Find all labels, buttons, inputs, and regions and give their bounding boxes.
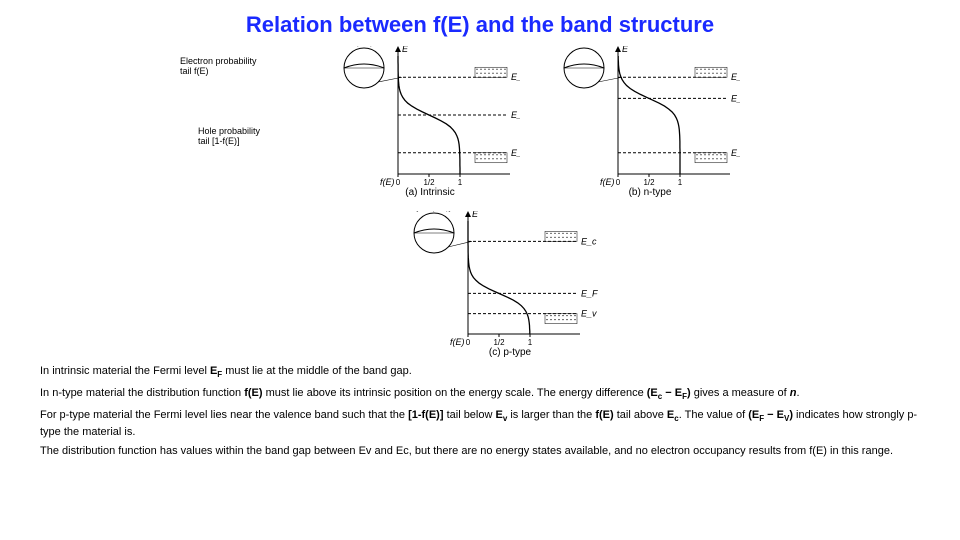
annot-hole-tail: Hole probability tail [1-f(E)] [198,126,293,147]
caption-b: (b) n-type [590,186,710,200]
para-2: In n-type material the distribution func… [40,386,920,403]
para-4: The distribution function has values wit… [40,444,920,459]
caption-c: (c) p-type [450,346,570,360]
sym-Ev: Ev [496,409,508,421]
caption-a: (a) Intrinsic [370,186,490,200]
p3-text-e: . The value of [679,409,749,421]
svg-text:E_v: E_v [581,308,597,318]
p2-text-d: . [796,387,799,399]
svg-text:E_F: E_F [731,93,740,103]
svg-text:f: f [583,46,586,47]
svg-text:E_c: E_c [511,72,520,82]
para-3: For p-type material the Fermi level lies… [40,408,920,440]
annot-electron-tail: Electron probability tail f(E) [180,56,275,77]
sym-Ec-EF: (Ec − EF) [647,387,691,399]
p3-text-c: is larger than the [507,409,595,421]
svg-text:[1 − f(E_v)]: [1 − f(E_v)] [416,211,452,212]
p2-text-b: must lie above its intrinsic position on… [263,387,647,399]
svg-text:E: E [472,211,479,219]
svg-text:E_F: E_F [511,110,520,120]
para-1: In intrinsic material the Fermi level EF… [40,364,920,381]
p3-text-d: tail above [614,409,667,421]
p1-text-a: In intrinsic material the Fermi level [40,365,210,377]
sym-1-fE-1: [1-f(E)] [408,409,443,421]
svg-text:E: E [402,46,409,54]
page-title: Relation between f(E) and the band struc… [40,10,920,40]
sym-EF: EF [210,365,222,377]
svg-text:f(E_c): f(E_c) [355,46,374,47]
p2-text-c: gives a measure of [691,387,790,399]
sym-fE-2: f(E) [595,409,613,421]
svg-text:E_c: E_c [731,72,740,82]
p3-text-a: For p-type material the Fermi level lies… [40,409,408,421]
sym-fE: f(E) [244,387,262,399]
p3-text-b: tail below [444,409,496,421]
sym-Ec: Ec [667,409,679,421]
svg-text:E_v: E_v [731,147,740,157]
svg-text:E_v: E_v [511,147,520,157]
svg-text:E: E [622,46,629,54]
panel-a: E 0 1/2 1 f(E) E_c E_F E_v f(E_c) [340,46,520,196]
panel-c: E 0 1/2 1 f(E) E_c E_F E_v [1 − f(E_v)] [410,211,610,356]
sym-EF-EV: (EF − EV) [748,409,793,421]
figure-area: Electron probability tail f(E) Hole prob… [180,46,780,356]
svg-text:E_c: E_c [581,236,597,246]
p1-text-b: must lie at the middle of the band gap. [222,365,412,377]
p2-text-a: In n-type material the distribution func… [40,387,244,399]
svg-text:E_F: E_F [581,288,598,298]
panel-b: E 0 1/2 1 f(E) E_c E_F E_v f [560,46,740,196]
